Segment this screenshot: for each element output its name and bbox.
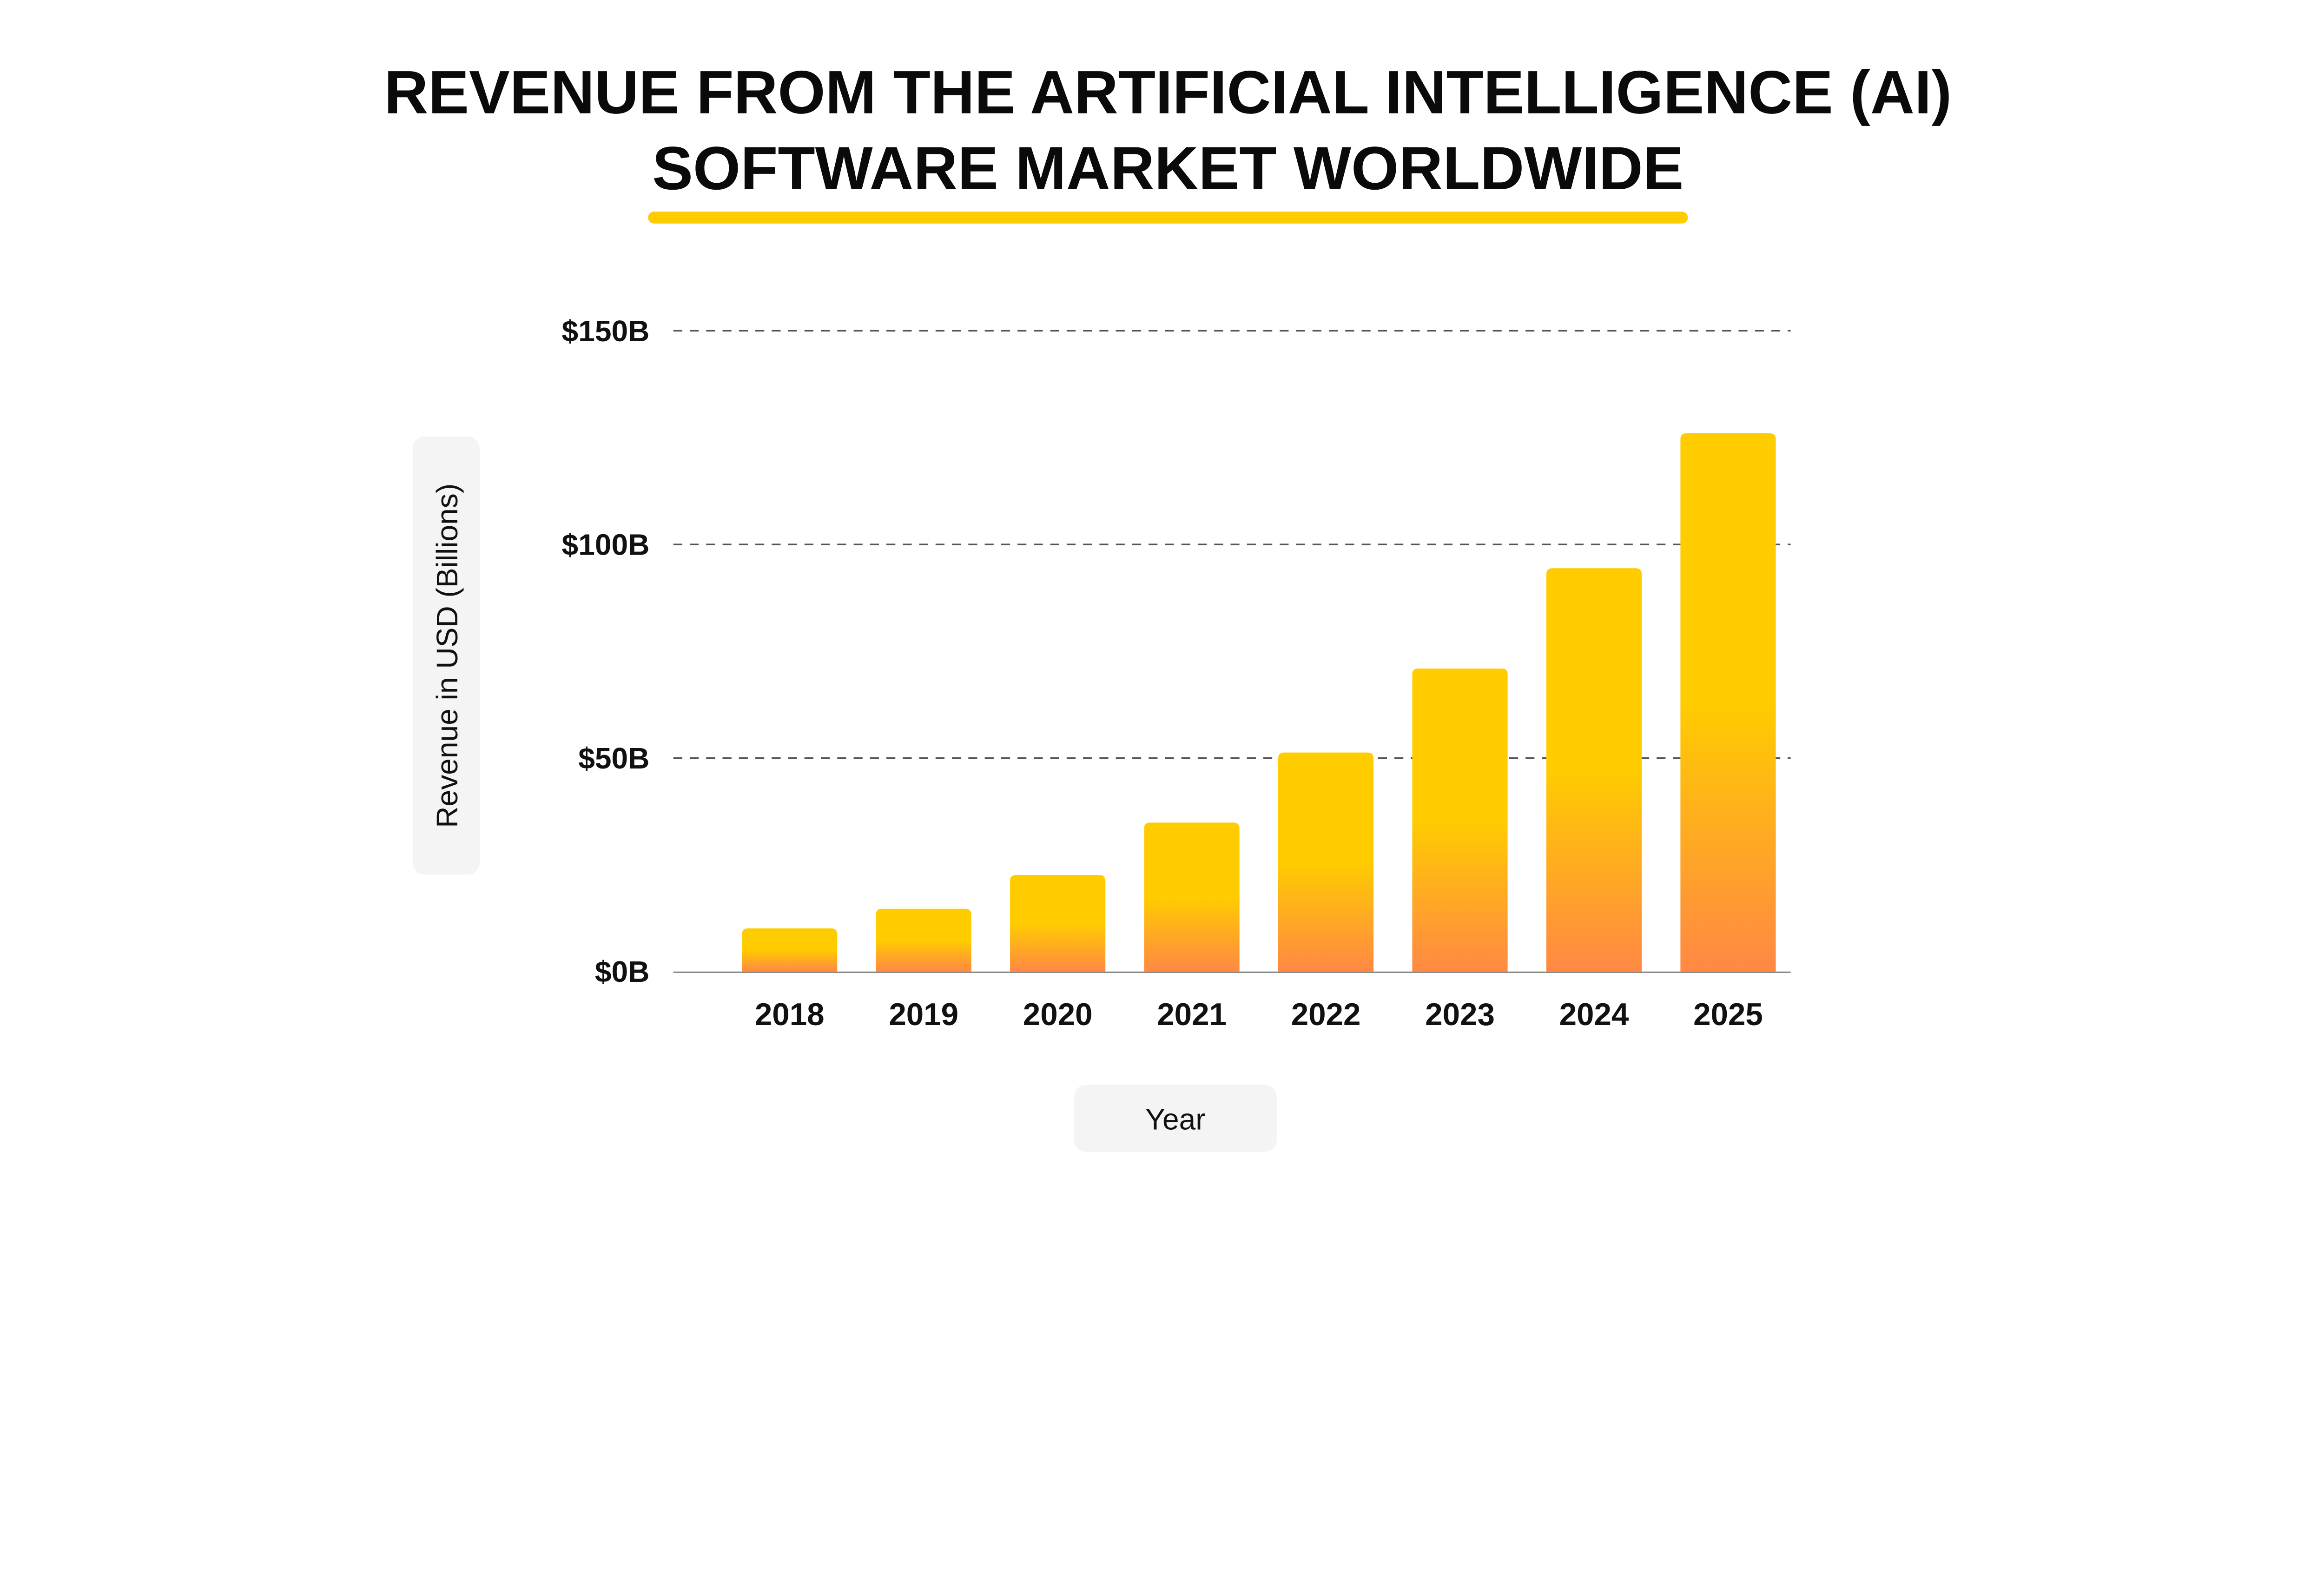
chart-title-line-1: REVENUE FROM THE ARTIFICIAL INTELLIGENCE… (384, 58, 1952, 126)
y-tick-label: $150B (562, 314, 650, 348)
bar-2020 (1010, 875, 1106, 972)
y-tick-label: $0B (595, 955, 650, 988)
x-tick-label: 2021 (1157, 997, 1227, 1032)
bar-2021 (1144, 822, 1240, 972)
x-tick-label: 2022 (1291, 997, 1361, 1032)
y-axis-label: Revenue in USD (Billions) (430, 484, 464, 828)
bar-2025 (1680, 433, 1776, 972)
x-tick-label: 2020 (1023, 997, 1093, 1032)
x-tick-label: 2019 (889, 997, 958, 1032)
bar-2022 (1278, 752, 1374, 972)
chart: REVENUE FROM THE ARTIFICIAL INTELLIGENCE… (384, 58, 1952, 1152)
bar-2019 (876, 908, 971, 972)
bars (742, 433, 1776, 972)
bar-2023 (1412, 668, 1508, 972)
gridlines (673, 330, 1791, 759)
x-axis-label-box (1074, 1085, 1277, 1152)
x-tick-labels: 2018 2019 2020 2021 2022 2023 2024 2025 (755, 997, 1763, 1032)
bar-2024 (1546, 568, 1642, 972)
chart-title-line-2: SOFTWARE MARKET WORLDWIDE (652, 134, 1684, 202)
x-tick-label: 2024 (1559, 997, 1629, 1032)
bar-2018 (742, 928, 838, 972)
y-tick-label: $100B (562, 528, 650, 561)
y-tick-labels: $0B $50B $100B $150B (562, 314, 650, 988)
y-tick-label: $50B (578, 742, 649, 775)
x-axis-label: Year (1145, 1102, 1206, 1136)
y-axis-label-box (412, 437, 480, 875)
x-tick-label: 2023 (1425, 997, 1495, 1032)
x-tick-label: 2025 (1693, 997, 1763, 1032)
x-tick-label: 2018 (755, 997, 825, 1032)
